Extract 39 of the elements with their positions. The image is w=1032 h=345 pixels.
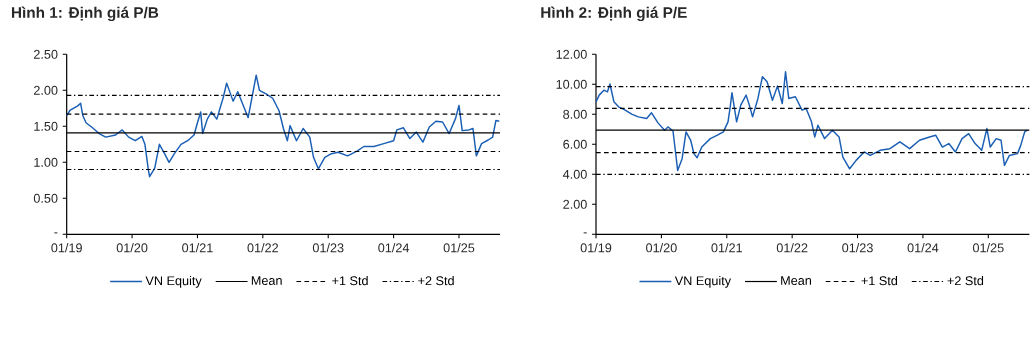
legend-label: +1 Std	[861, 275, 898, 286]
line-series	[65, 74, 501, 178]
y-tick-label: 6.00	[563, 139, 587, 149]
legend-label: +1 Std	[332, 275, 368, 286]
y-tick-label: -	[54, 232, 58, 234]
chart-title: Hình 1: Định giá P/B	[11, 6, 159, 22]
y-tick-label: 2.00	[33, 85, 58, 95]
legend-label: +2 Std	[947, 275, 984, 286]
y-tick-label: -	[583, 232, 587, 234]
x-tick-label: 01/25	[972, 243, 1004, 253]
x-tick-label: 01/25	[443, 243, 475, 253]
chart-title: Hình 2: Định giá P/E	[541, 6, 687, 22]
y-tick-label: 10.00	[556, 79, 587, 89]
y-tick-label: 8.00	[563, 109, 587, 119]
y-tick-label: 0.50	[33, 193, 58, 203]
x-tick-label: 01/20	[116, 243, 148, 253]
x-tick-label: 01/20	[646, 243, 677, 253]
x-tick-label: 01/21	[182, 243, 213, 253]
x-tick-label: 01/23	[312, 243, 344, 253]
y-tick-label: 12.00	[556, 49, 587, 59]
x-tick-label: 01/22	[247, 243, 279, 253]
y-tick-label: 4.00	[562, 169, 587, 179]
legend-label: Mean	[251, 276, 282, 285]
y-tick-label: 2.50	[33, 49, 58, 59]
x-tick-label: 01/24	[907, 243, 939, 253]
legend-label: VN Equity	[145, 275, 202, 288]
y-tick-label: 2.00	[563, 199, 587, 209]
legend-label: +2 Std	[418, 275, 454, 286]
x-tick-label: 01/24	[378, 243, 410, 253]
x-tick-label: 01/22	[776, 243, 808, 253]
legend-label: Mean	[781, 276, 812, 285]
legend-label: VN Equity	[674, 275, 732, 288]
x-tick-label: 01/19	[580, 243, 612, 253]
x-tick-label: 01/21	[711, 243, 742, 253]
y-tick-label: 1.50	[34, 121, 58, 131]
x-tick-label: 01/23	[842, 243, 873, 253]
line-series	[595, 70, 1029, 172]
y-tick-label: 1.00	[34, 157, 58, 167]
x-tick-label: 01/19	[51, 243, 82, 253]
